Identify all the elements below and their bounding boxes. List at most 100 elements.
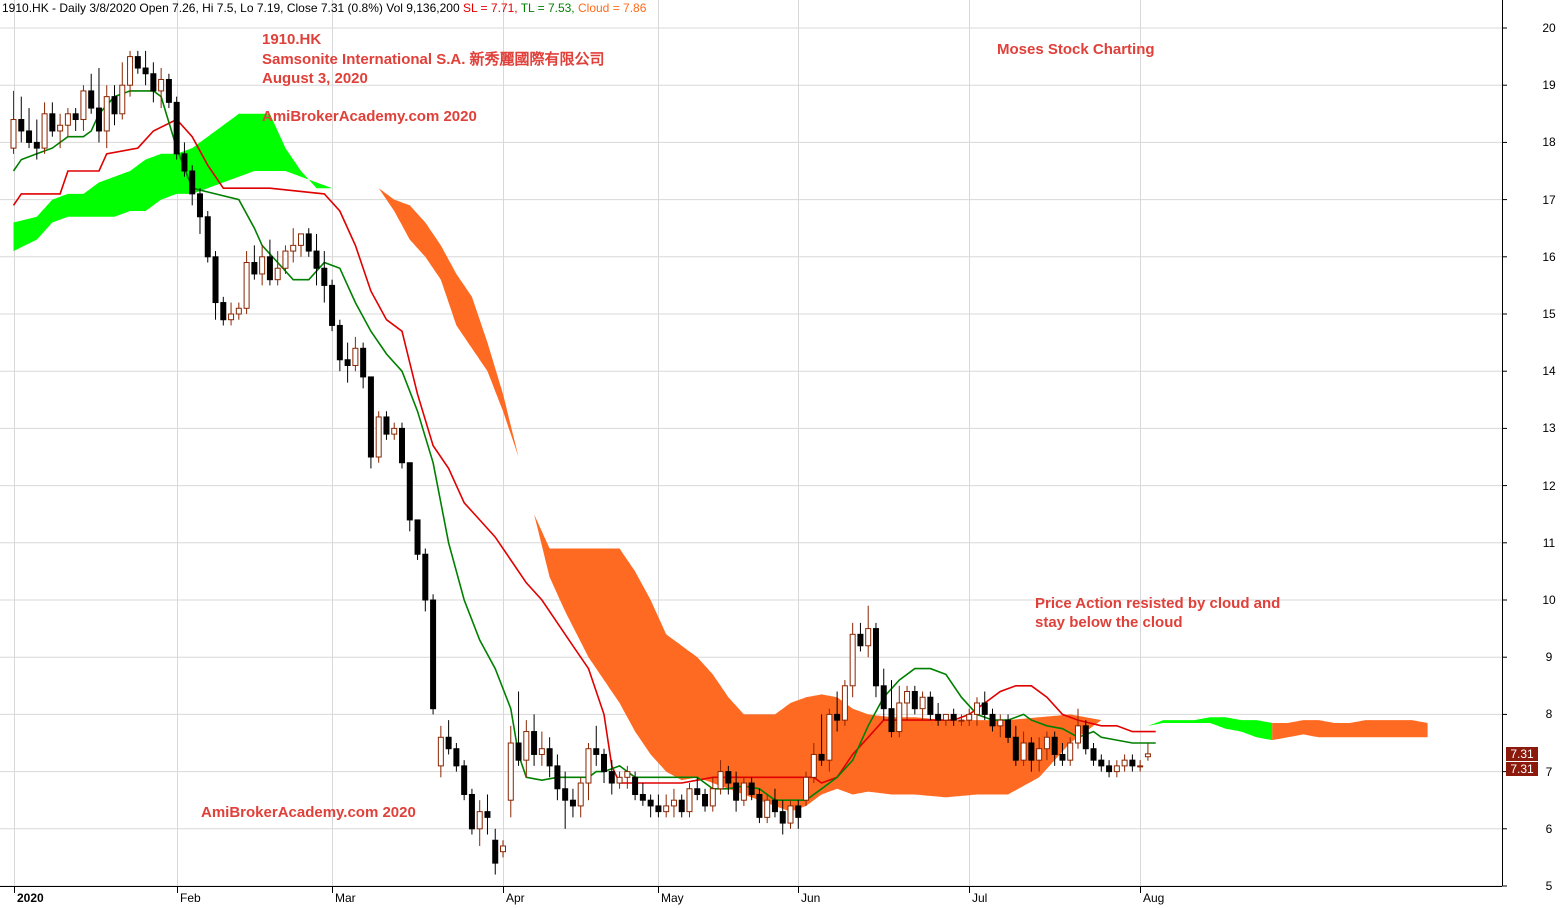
- candle-body-down: [927, 696, 934, 715]
- x-tick-label: Jun: [801, 891, 821, 905]
- candle: [523, 720, 530, 778]
- candle-body-down: [26, 130, 33, 143]
- candle: [41, 102, 48, 154]
- axes: [0, 0, 1507, 893]
- candle: [1121, 754, 1128, 772]
- candle: [702, 788, 709, 812]
- candle-body-up: [235, 307, 242, 315]
- candle: [818, 714, 825, 766]
- candle: [639, 783, 646, 806]
- x-tick-label: Apr: [506, 891, 525, 905]
- candle: [10, 90, 17, 154]
- candle-body-down: [569, 799, 576, 807]
- y-tick-label: 11: [1542, 535, 1556, 550]
- candle: [235, 302, 242, 320]
- candle-body-down: [950, 713, 957, 721]
- candle-body-up: [585, 748, 592, 784]
- candle-body-up: [624, 771, 631, 778]
- y-tick-label: 14: [1542, 364, 1556, 379]
- candle: [406, 462, 413, 532]
- candle-body-up: [119, 84, 126, 115]
- candle-body-up: [158, 78, 165, 92]
- candle-body-down: [756, 793, 763, 818]
- candle-body-down: [95, 107, 102, 132]
- chart-header: 1910.HK - Daily 3/8/2020 Open 7.26, Hi 7…: [2, 1, 646, 15]
- candle-body-down: [406, 462, 413, 521]
- candle: [771, 788, 778, 818]
- candle-body-down: [989, 713, 996, 727]
- candle: [997, 714, 1004, 738]
- candle: [88, 73, 95, 114]
- candle-body-up: [826, 713, 833, 761]
- candle: [872, 622, 879, 698]
- candle: [251, 245, 258, 280]
- candle: [569, 788, 576, 818]
- annotation-note-line1: Price Action resisted by cloud and: [1035, 595, 1281, 612]
- header-standard-line: SL = 7.71,: [462, 1, 518, 15]
- candle-body-down: [1051, 736, 1058, 755]
- candle: [383, 411, 390, 440]
- candle-body-down: [725, 771, 732, 784]
- candle-body-down: [608, 771, 615, 784]
- candle: [461, 760, 468, 801]
- candle-body-down: [336, 324, 343, 361]
- candle-body-down: [748, 782, 755, 795]
- candle-body-up: [787, 805, 794, 824]
- annotation-site-bottom: AmiBrokerAcademy.com 2020: [201, 804, 416, 821]
- candle-body-up: [1020, 742, 1027, 761]
- candle: [103, 85, 110, 149]
- candle-body-down: [18, 119, 25, 132]
- x-tick-label: Mar: [335, 891, 356, 905]
- candle: [181, 142, 188, 177]
- y-tick-label: 15: [1542, 307, 1556, 321]
- candle: [111, 85, 118, 126]
- candle-body-down: [834, 713, 841, 721]
- candle: [655, 794, 662, 818]
- candle: [360, 342, 367, 389]
- candle-body-down: [546, 748, 553, 767]
- candle: [468, 788, 475, 835]
- candle-body-up: [919, 696, 926, 710]
- candle-body-down: [72, 113, 79, 121]
- candle-body-down: [702, 793, 709, 807]
- candle-body-down: [344, 359, 351, 366]
- candle-body-down: [935, 713, 942, 721]
- y-tick-label: 17: [1542, 192, 1556, 207]
- candle-body-up: [958, 719, 965, 722]
- candle-body-up: [297, 233, 304, 246]
- annotation-company: Samsonite International S.A. 新秀麗國際有限公司: [262, 51, 605, 68]
- candle: [919, 691, 926, 721]
- candle-body-down: [33, 141, 40, 149]
- candle-body-up: [1144, 753, 1151, 758]
- candle: [282, 245, 289, 274]
- candle-body-down: [562, 788, 569, 801]
- candle-body-up: [80, 90, 87, 121]
- candle-body-down: [181, 153, 188, 172]
- candle: [95, 68, 102, 143]
- candle-body-down: [461, 765, 468, 795]
- candle-body-down: [647, 799, 654, 807]
- candle: [981, 691, 988, 721]
- candle-body-up: [740, 782, 747, 801]
- candle-body-up: [849, 633, 856, 687]
- candle-body-up: [103, 96, 110, 132]
- y-tick-label: 16: [1542, 249, 1556, 264]
- candle-body-down: [313, 250, 320, 269]
- candle-body-down: [49, 113, 56, 132]
- candle: [484, 794, 491, 835]
- annotation-date: August 3, 2020: [262, 70, 368, 87]
- candle: [391, 422, 398, 440]
- candle-body-up: [243, 262, 250, 309]
- candle: [725, 765, 732, 795]
- candle: [601, 748, 608, 784]
- candle-body-up: [896, 702, 903, 733]
- candle: [189, 165, 196, 206]
- candle: [297, 233, 304, 257]
- candle: [1028, 737, 1035, 772]
- candle-body-up: [375, 416, 382, 458]
- candle: [165, 73, 172, 109]
- candle: [678, 794, 685, 818]
- candle: [562, 771, 569, 829]
- candle-body-down: [251, 262, 258, 275]
- candle-body-down: [220, 302, 227, 321]
